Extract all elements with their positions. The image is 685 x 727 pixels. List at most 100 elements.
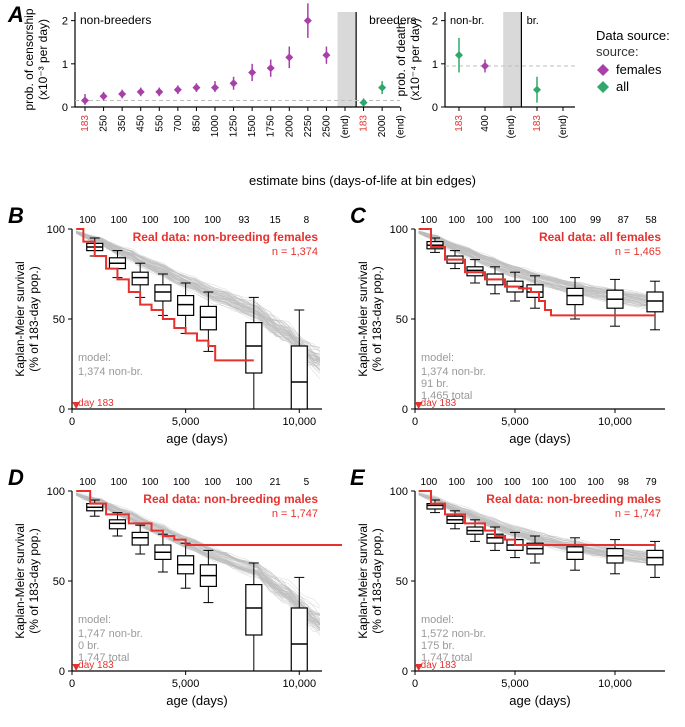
svg-text:8: 8 (304, 215, 310, 226)
svg-text:0: 0 (432, 102, 438, 114)
svg-text:100: 100 (559, 215, 576, 226)
svg-text:15: 15 (270, 215, 282, 226)
svg-text:0: 0 (69, 678, 75, 690)
svg-text:1,747 total: 1,747 total (421, 652, 472, 664)
legend-label: all (616, 79, 629, 94)
svg-text:183: 183 (532, 115, 543, 132)
svg-text:1,374 non-br.: 1,374 non-br. (78, 366, 143, 378)
svg-text:1500: 1500 (247, 115, 258, 138)
svg-text:100: 100 (173, 477, 190, 488)
svg-text:100: 100 (532, 477, 549, 488)
svg-text:100: 100 (390, 224, 408, 236)
panel-d-chart: 05010005,00010,000day 183100100100100100… (0, 469, 342, 724)
svg-text:day 183: day 183 (78, 398, 114, 409)
svg-text:model:: model: (78, 614, 111, 626)
svg-text:100: 100 (390, 486, 408, 498)
svg-text:10,000: 10,000 (282, 416, 316, 428)
svg-text:0: 0 (69, 416, 75, 428)
svg-text:10,000: 10,000 (598, 678, 632, 690)
svg-text:93: 93 (238, 215, 250, 226)
svg-text:Real data: non-breeding males: Real data: non-breeding males (143, 492, 318, 506)
svg-text:100: 100 (448, 215, 465, 226)
svg-text:non-br.: non-br. (450, 15, 484, 27)
svg-text:2: 2 (432, 16, 438, 28)
svg-text:(% of 183-day pop.): (% of 183-day pop.) (27, 266, 41, 371)
svg-text:1,572 non-br.: 1,572 non-br. (421, 628, 486, 640)
svg-text:100: 100 (421, 477, 438, 488)
svg-text:Real data: non-breeding males: Real data: non-breeding males (486, 492, 661, 506)
svg-text:100: 100 (79, 215, 96, 226)
svg-text:Real data: all females: Real data: all females (539, 230, 661, 244)
svg-text:87: 87 (618, 215, 630, 226)
svg-text:99: 99 (590, 215, 602, 226)
legend-item-females: females (596, 62, 670, 77)
svg-text:2: 2 (62, 16, 68, 28)
svg-text:183: 183 (454, 115, 465, 132)
svg-text:1000: 1000 (210, 115, 221, 138)
svg-text:100: 100 (504, 215, 521, 226)
svg-text:250: 250 (99, 115, 110, 132)
svg-text:350: 350 (117, 115, 128, 132)
svg-text:0 br.: 0 br. (78, 640, 99, 652)
svg-text:Kaplan-Meier survival: Kaplan-Meier survival (356, 261, 370, 376)
diamond-icon (596, 63, 610, 77)
svg-text:(end): (end) (340, 115, 351, 138)
svg-text:age (days): age (days) (509, 693, 570, 708)
svg-text:183: 183 (80, 115, 91, 132)
svg-text:79: 79 (646, 477, 658, 488)
svg-text:100: 100 (204, 215, 221, 226)
svg-text:2500: 2500 (321, 115, 332, 138)
svg-text:100: 100 (532, 215, 549, 226)
svg-text:0: 0 (412, 416, 418, 428)
svg-text:(end): (end) (558, 115, 569, 138)
svg-text:Kaplan-Meier survival: Kaplan-Meier survival (13, 261, 27, 376)
svg-text:n = 1,465: n = 1,465 (615, 246, 661, 258)
svg-text:1250: 1250 (229, 115, 240, 138)
svg-text:10,000: 10,000 (598, 416, 632, 428)
svg-text:100: 100 (476, 477, 493, 488)
svg-text:100: 100 (559, 477, 576, 488)
panel-c-chart: 05010005,00010,000day 183100100100100100… (343, 207, 685, 462)
svg-text:age (days): age (days) (166, 693, 227, 708)
svg-text:5,000: 5,000 (501, 678, 529, 690)
svg-text:58: 58 (646, 215, 658, 226)
svg-text:100: 100 (587, 477, 604, 488)
svg-text:5,000: 5,000 (501, 416, 529, 428)
svg-text:100: 100 (173, 215, 190, 226)
svg-text:age (days): age (days) (509, 431, 570, 446)
panel-e-chart: 05010005,00010,000day 183100100100100100… (343, 469, 685, 724)
svg-text:10,000: 10,000 (282, 678, 316, 690)
svg-text:estimate bins (days-of-life at: estimate bins (days-of-life at bin edges… (249, 173, 476, 188)
svg-text:0: 0 (59, 666, 65, 678)
svg-text:age (days): age (days) (166, 431, 227, 446)
svg-text:100: 100 (79, 477, 96, 488)
svg-text:550: 550 (154, 115, 165, 132)
svg-text:1,747 non-br.: 1,747 non-br. (78, 628, 143, 640)
svg-text:50: 50 (396, 576, 408, 588)
svg-text:91 br.: 91 br. (421, 378, 449, 390)
svg-text:5,000: 5,000 (172, 678, 200, 690)
svg-text:1,747 total: 1,747 total (78, 652, 129, 664)
svg-text:(x10⁻³ per day): (x10⁻³ per day) (36, 19, 50, 100)
svg-text:700: 700 (173, 115, 184, 132)
svg-text:50: 50 (396, 314, 408, 326)
svg-text:0: 0 (402, 666, 408, 678)
svg-text:850: 850 (191, 115, 202, 132)
svg-text:(end): (end) (506, 115, 517, 138)
svg-text:(% of 183-day pop.): (% of 183-day pop.) (370, 266, 384, 371)
svg-text:2000: 2000 (377, 115, 388, 138)
svg-text:100: 100 (47, 486, 65, 498)
svg-text:100: 100 (111, 477, 128, 488)
svg-text:0: 0 (402, 404, 408, 416)
legend-title: Data source: (596, 28, 670, 43)
svg-text:n = 1,747: n = 1,747 (272, 508, 318, 520)
svg-text:1: 1 (62, 59, 68, 71)
svg-text:model:: model: (78, 352, 111, 364)
svg-text:100: 100 (142, 477, 159, 488)
panel-b-chart: 05010005,00010,000day 183100100100100100… (0, 207, 342, 462)
svg-text:br.: br. (450, 27, 462, 39)
svg-text:(end): (end) (396, 115, 407, 138)
svg-text:21: 21 (270, 477, 282, 488)
svg-text:Real data: non-breeding female: Real data: non-breeding females (133, 230, 319, 244)
svg-text:n = 1,374: n = 1,374 (272, 246, 318, 258)
